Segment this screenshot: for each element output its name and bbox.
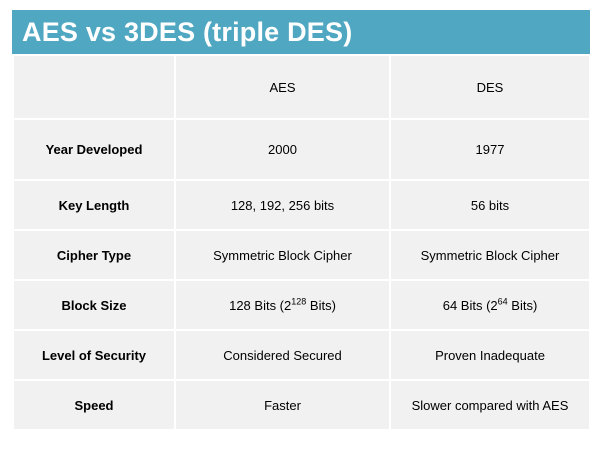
row-label-key-length: Key Length	[14, 181, 176, 231]
cell-des-year-developed: 1977	[391, 120, 589, 181]
cell-des-speed: Slower compared with AES	[391, 381, 589, 431]
table-row-year-developed: Year Developed 2000 1977	[14, 120, 589, 181]
page-title: AES vs 3DES (triple DES)	[22, 16, 353, 47]
aes-block-size-exponent: 128	[291, 296, 307, 307]
cell-aes-block-size: 128 Bits (2128 Bits)	[176, 281, 391, 331]
table-row-cipher-type: Cipher Type Symmetric Block Cipher Symme…	[14, 231, 589, 281]
table-row-key-length: Key Length 128, 192, 256 bits 56 bits	[14, 181, 589, 231]
cell-des-block-size: 64 Bits (264 Bits)	[391, 281, 589, 331]
comparison-table: AES DES Year Developed 2000 1977 Key Len…	[14, 56, 589, 431]
row-label-block-size: Block Size	[14, 281, 176, 331]
cell-aes-cipher-type: Symmetric Block Cipher	[176, 231, 391, 281]
cell-aes-speed: Faster	[176, 381, 391, 431]
des-block-size-suffix: Bits)	[507, 297, 538, 313]
cell-des-cipher-type: Symmetric Block Cipher	[391, 231, 589, 281]
row-label-level-of-security: Level of Security	[14, 331, 176, 381]
title-bar: AES vs 3DES (triple DES)	[12, 10, 590, 54]
des-block-size-prefix: 64 Bits (2	[442, 297, 498, 313]
header-cell-empty	[14, 56, 176, 120]
row-label-year-developed: Year Developed	[14, 120, 176, 181]
header-cell-aes: AES	[176, 56, 391, 120]
row-label-cipher-type: Cipher Type	[14, 231, 176, 281]
cell-des-key-length: 56 bits	[391, 181, 589, 231]
cell-aes-level-of-security: Considered Secured	[176, 331, 391, 381]
cell-aes-year-developed: 2000	[176, 120, 391, 181]
cell-aes-key-length: 128, 192, 256 bits	[176, 181, 391, 231]
cell-des-level-of-security: Proven Inadequate	[391, 331, 589, 381]
aes-block-size-suffix: Bits)	[306, 297, 336, 313]
table-row-level-of-security: Level of Security Considered Secured Pro…	[14, 331, 589, 381]
table-header-row: AES DES	[14, 56, 589, 120]
table-row-speed: Speed Faster Slower compared with AES	[14, 381, 589, 431]
des-block-size-exponent: 64	[497, 296, 508, 307]
header-cell-des: DES	[391, 56, 589, 120]
table-row-block-size: Block Size 128 Bits (2128 Bits) 64 Bits …	[14, 281, 589, 331]
row-label-speed: Speed	[14, 381, 176, 431]
aes-block-size-prefix: 128 Bits (2	[229, 297, 292, 313]
